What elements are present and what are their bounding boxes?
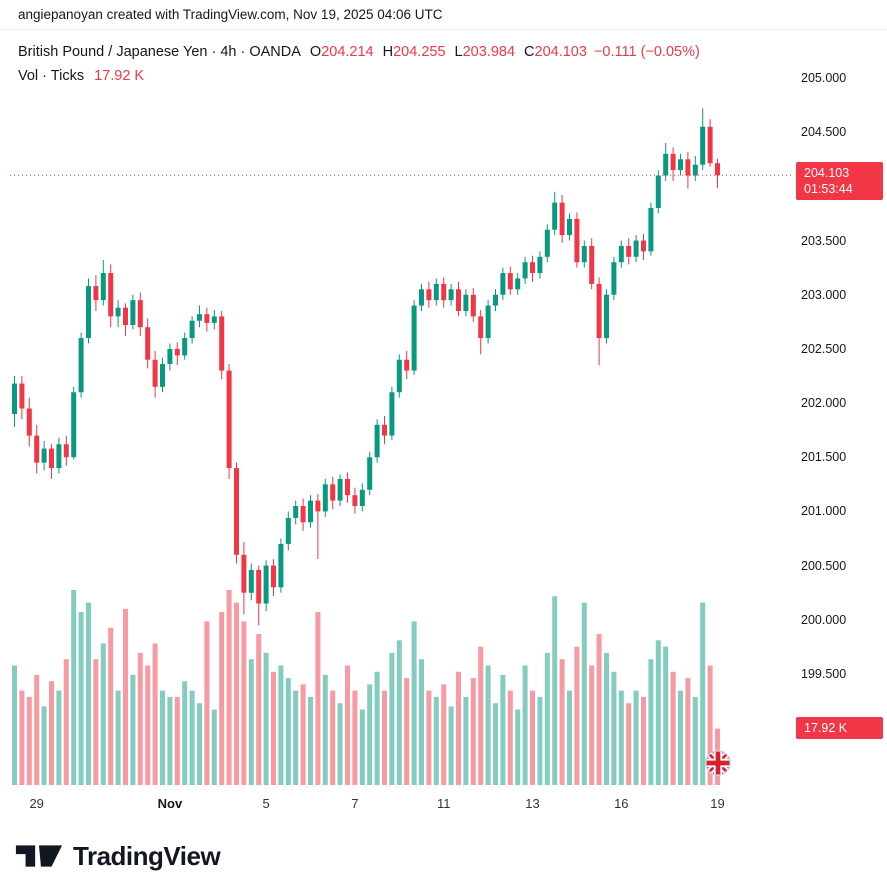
uk-flag-event-icon[interactable] [703,748,733,778]
last-price-badge: 204.103 01:53:44 [796,162,883,201]
time-axis-label: 13 [525,796,540,811]
price-axis-label: 204.500 [801,125,847,140]
legend: British Pound / Japanese Yen · 4h · OAND… [18,42,700,86]
volume-badge-value: 17.92 K [804,720,848,735]
time-axis-label: 11 [436,796,451,811]
time-axis-label: 29 [29,796,44,811]
price-axis-label: 205.000 [801,71,847,85]
tradingview-mark-icon [15,845,63,867]
bar-countdown: 01:53:44 [804,182,853,197]
time-axis-label: 5 [262,796,270,811]
price-axis[interactable]: 204.103 01:53:44 17.92 K 205.000 204.500 2… [793,30,887,791]
tradingview-wordmark: TradingView [73,840,221,871]
open-label: O [309,44,322,60]
time-axis-label: Nov [157,796,183,811]
price-axis-label: 203.500 [801,233,847,248]
close-value: 204.103 [534,44,587,60]
open-value: 204.214 [321,44,374,60]
price-axis-label: 200.000 [801,612,847,627]
volume-badge: 17.92 K [796,716,883,739]
symbol-title[interactable]: British Pound / Japanese Yen · 4h · OAND… [18,44,301,60]
change-value: −0.111 (−0.05%) [593,44,700,60]
price-axis-label: 201.500 [801,450,847,465]
candlestick-chart[interactable] [0,30,887,791]
volume-indicator-value: 17.92 K [94,68,145,84]
high-value: 204.255 [393,44,446,60]
low-value: 203.984 [462,44,516,60]
price-axis-label: 199.500 [801,666,847,681]
volume-indicator-label[interactable]: Vol · Ticks [18,68,85,84]
attribution-bar: angiepanoyan created with TradingView.co… [0,0,887,30]
time-axis[interactable]: 29 Nov 5 7 11 13 16 19 [0,791,793,821]
time-axis-label: 19 [710,796,725,811]
footer: TradingView [0,828,887,891]
price-axis-label: 202.500 [801,341,847,356]
high-label: H [382,44,394,60]
union-jack [705,750,731,776]
candles [12,108,720,626]
price-axis-label: 201.000 [801,504,847,519]
volume-bars [12,590,720,785]
last-price-value: 204.103 [804,166,850,181]
price-axis-label: 203.000 [801,287,847,302]
time-axis-label: 7 [351,796,359,811]
time-axis-label: 16 [614,796,629,811]
tradingview-logo[interactable]: TradingView [14,838,221,874]
price-axis-label: 200.500 [801,558,847,573]
low-label: L [454,44,463,60]
price-axis-label: 202.000 [801,396,847,411]
attribution-text: angiepanoyan created with TradingView.co… [18,7,443,22]
close-label: C [524,44,535,60]
